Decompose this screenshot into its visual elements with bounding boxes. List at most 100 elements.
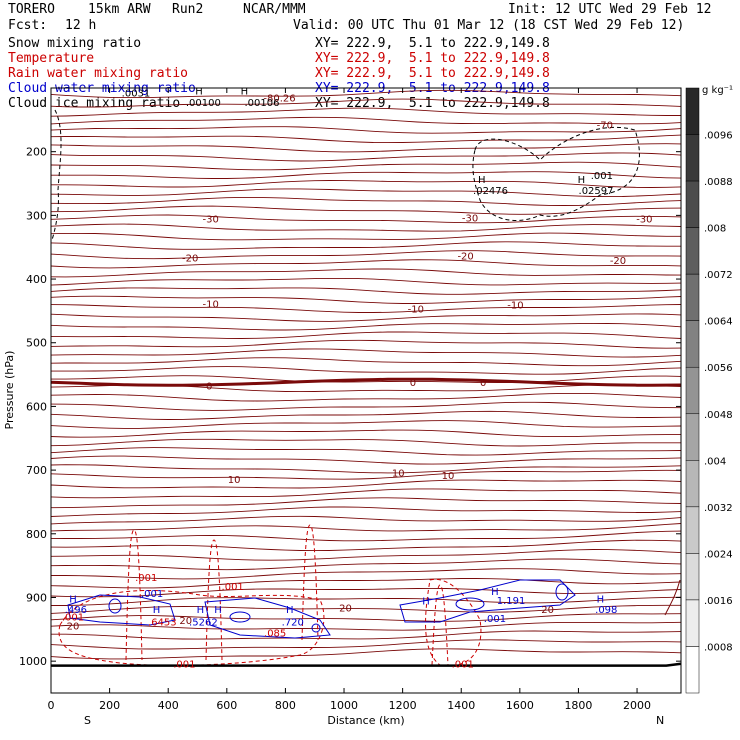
colorbar-swatch — [685, 646, 700, 694]
isotherm-label: 20 — [541, 605, 554, 616]
x-tick-label: 800 — [275, 699, 296, 712]
isotherm-line — [50, 392, 682, 402]
isotherm-line — [50, 295, 682, 304]
forecast-value: 12 h — [65, 18, 97, 33]
cloud-water-contour — [455, 597, 485, 611]
contour-value-label: H — [153, 605, 161, 616]
freezing-level-line — [50, 377, 682, 387]
isotherm-line — [50, 259, 682, 269]
isotherm-line — [50, 313, 682, 322]
x-start-label: S — [84, 714, 91, 727]
isotherm-line — [50, 648, 682, 660]
y-tick-label: 400 — [26, 273, 47, 286]
cloud-water-contour — [108, 598, 122, 614]
isotherm-line — [50, 488, 682, 499]
contour-value-label: .098 — [595, 605, 617, 616]
isotherm-edge — [664, 579, 681, 616]
x-tick-label: 200 — [99, 699, 120, 712]
rain-water-contour — [58, 589, 325, 666]
contour-value-label: .001 — [62, 613, 84, 624]
contour-value-label: .00106 — [244, 98, 279, 109]
isotherm-line — [50, 639, 682, 650]
isotherm-line — [50, 152, 682, 162]
isotherm-line — [50, 339, 682, 349]
cloud-water-contour — [204, 597, 331, 639]
isotherm-line — [50, 420, 682, 429]
isotherm-line — [50, 214, 682, 224]
isotherm-line — [50, 523, 682, 532]
isotherm-line — [50, 578, 682, 589]
y-tick-label: 800 — [26, 528, 47, 541]
contour-value-label: H — [241, 87, 249, 98]
field-xy: XY= 222.9, 5.1 to 222.9,149.8 — [315, 36, 550, 51]
isotherm-line — [50, 232, 681, 241]
colorbar-tick-label: .0048 — [704, 410, 733, 421]
colorbar-tick-label: .0032 — [704, 503, 733, 514]
isotherm-label: 0 — [410, 378, 416, 389]
isotherm-line — [51, 180, 682, 188]
x-tick-label: 1000 — [330, 699, 358, 712]
contour-value-label: .02476 — [473, 186, 508, 197]
isotherm-line — [51, 375, 682, 384]
contour-value-label: .085 — [264, 629, 286, 640]
isotherm-line — [50, 223, 682, 232]
colorbar-tick-label: .008 — [704, 224, 726, 235]
contour-value-label: .001 — [452, 660, 474, 671]
y-tick-label: 900 — [26, 591, 47, 604]
isotherm-line — [50, 539, 682, 552]
x-axis-title: Distance (km) — [327, 714, 404, 727]
contour-value-label: H — [286, 605, 294, 616]
isotherm-label: -10 — [408, 304, 424, 315]
isotherm-line — [50, 287, 682, 295]
contour-value-label: .5262 — [189, 618, 218, 629]
cloud-water-contour — [67, 594, 176, 626]
x-tick-label: 400 — [158, 699, 179, 712]
rain-water-contour — [125, 529, 143, 661]
colorbar-swatch — [685, 273, 700, 321]
isotherm-line — [50, 241, 681, 250]
isotherm-line — [51, 630, 682, 640]
model-org: NCAR/MMM — [243, 2, 306, 17]
cloud-water-contour — [555, 583, 569, 601]
contour-value-label: .001 — [173, 660, 195, 671]
y-tick-label: 600 — [26, 400, 47, 413]
colorbar-tick-label: .0096 — [704, 131, 733, 142]
colorbar-tick-label: .0056 — [704, 363, 733, 374]
isotherm-line — [50, 410, 682, 420]
init-time: Init: 12 UTC Wed 29 Feb 12 — [508, 2, 712, 17]
contour-value-label: .02597 — [579, 186, 614, 197]
field-xy: XY= 222.9, 5.1 to 222.9,149.8 — [315, 51, 550, 66]
x-end-label: N — [656, 714, 664, 727]
model-resolution: 15km ARW — [88, 2, 151, 17]
colorbar-swatch — [685, 506, 700, 554]
isotherm-label: 20 — [339, 604, 352, 615]
rain-water-contour — [205, 539, 223, 661]
contour-value-label: .001 — [222, 582, 244, 593]
colorbar-swatch — [685, 134, 700, 182]
contour-value-label: .496 — [65, 605, 87, 616]
isotherm-line — [50, 188, 682, 198]
colorbar-swatch — [685, 366, 700, 415]
temperature-isotherms — [50, 89, 682, 660]
isotherm-label: -30 — [203, 215, 219, 226]
colorbar: .0096 .0088 .008 .0072 .0064 .0056 .0048 .004 .0… — [685, 85, 733, 694]
field-name: Snow mixing ratio — [8, 36, 142, 51]
y-tick-label: 200 — [26, 146, 47, 159]
isotherm-label: 20 — [179, 616, 192, 627]
x-tick-label: 1200 — [389, 699, 417, 712]
x-tick-label: 2000 — [623, 699, 651, 712]
rain-water-contour — [301, 524, 319, 641]
colorbar-tick-label: .0008 — [704, 642, 733, 653]
contour-value-label: .720 — [282, 618, 304, 629]
forecast-label: Fcst: — [8, 18, 48, 33]
contour-value-label: .001 — [141, 589, 163, 600]
colorbar-swatch — [685, 413, 700, 461]
isotherm-line — [50, 134, 682, 144]
contour-value-label: H — [491, 587, 499, 598]
isotherm-line — [50, 161, 682, 171]
x-tick-label: 0 — [48, 699, 55, 712]
isotherm-line — [51, 568, 682, 580]
contour-value-label: .001 — [591, 171, 613, 182]
model-run: Run2 — [172, 2, 204, 17]
